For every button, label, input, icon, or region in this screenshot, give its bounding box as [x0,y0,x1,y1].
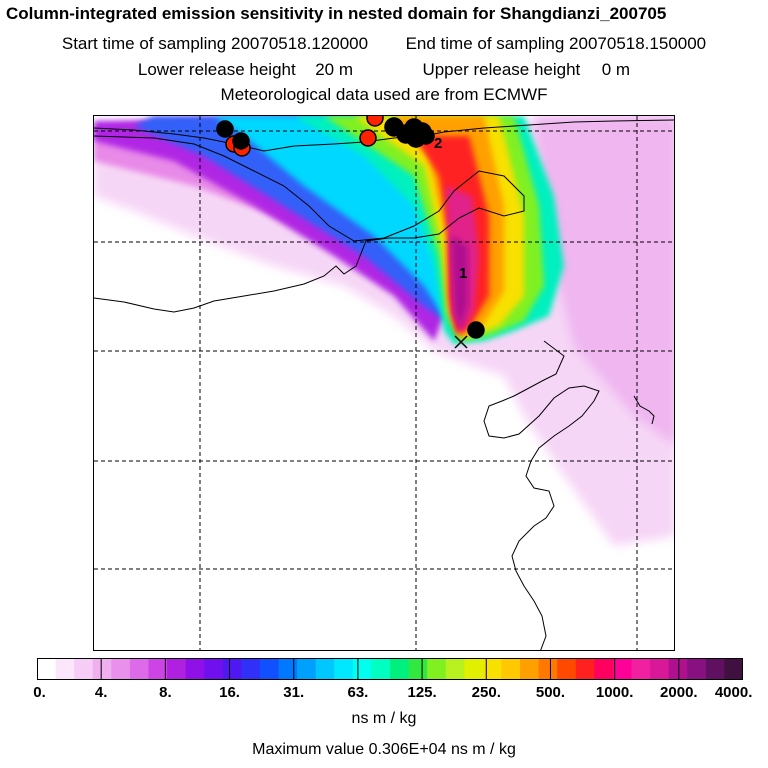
colorbar-cell [278,658,298,680]
colorbar-cell [37,658,57,680]
colorbar-cell [222,658,242,680]
black-marker [232,132,250,150]
black-marker [467,321,485,339]
colorbar-cell [705,658,726,680]
red-marker [366,116,384,127]
colorbar [37,658,743,680]
met-data-note: Meteorological data used are from ECMWF [220,85,548,104]
max-units: ns m / kg [450,741,516,758]
maximum-value: Maximum value 0.306E+04 ns m / kg [0,741,768,759]
colorbar-cell [111,658,131,680]
start-time-label: Start time of sampling [61,34,227,53]
lower-height-label: Lower release height [137,60,296,79]
release-site [454,335,468,349]
colorbar-tick-label: 500. [535,684,566,701]
colorbar-cell [631,658,651,680]
colorbar-cell [334,658,354,680]
start-time-value: 20070518.120000 [231,34,369,53]
colorbar-cell [167,658,187,680]
colorbar-cell [241,658,261,680]
colorbar-cell [650,658,670,680]
cluster-label-2: 2 [434,135,442,152]
colorbar-tick-label: 63. [347,684,369,701]
end-time-label: End time of sampling [405,34,565,53]
colorbar-units: ns m / kg [351,710,417,727]
colorbar-cell [501,658,521,680]
colorbar-cell [315,658,335,680]
colorbar-cell [371,658,391,680]
colorbar-cell [408,658,428,680]
colorbar-cell [427,658,447,680]
colorbar-cell [92,658,112,680]
lower-height-value: 20 m [315,60,353,79]
sensitivity-field [94,116,674,546]
colorbar-cell [129,658,150,680]
colorbar-cell [464,658,484,680]
colorbar-cell [259,658,280,680]
coastlines [94,119,674,650]
colorbar-tick-label: 250. [471,684,501,701]
colorbar-ticks [100,658,680,680]
colorbar-cell [352,658,373,680]
red-marker [359,129,377,147]
colorbar-tick-label: 4. [94,684,108,701]
colorbar-cell [520,658,540,680]
upper-height-label: Upper release height [422,60,581,79]
colorbar-tick-label: 125. [407,684,437,701]
colorbar-tick-label: 1000. [595,684,634,701]
colorbar-cell [74,658,94,680]
max-value: 0.306E+04 [368,741,447,758]
colorbar-cell [55,658,75,680]
colorbar-cell [185,658,205,680]
colorbar-cell [297,658,317,680]
colorbar-cell [612,658,633,680]
end-time-value: 20070518.150000 [569,34,707,53]
colorbar-cell [668,658,688,680]
colorbar-cell [204,658,224,680]
upper-height-value: 0 m [601,60,631,79]
black-marker [417,127,435,145]
sensitivity-map[interactable]: 1 2 [93,115,675,651]
map-canvas: 1 2 [94,116,674,650]
black-marker [216,120,234,138]
colorbar-tick-label: 16. [219,684,240,701]
colorbar-tick-label: 31. [283,684,305,701]
colorbar-tick-label: 8. [159,684,172,701]
sampling-times: Start time of sampling 20070518.120000 E… [0,34,768,54]
colorbar-cell [687,658,707,680]
colorbar-cell [594,658,614,680]
colorbar-tick-label: 0. [33,684,46,701]
map-gridlines [94,116,674,650]
max-label: Maximum value [252,741,365,758]
colorbar-cell [538,658,558,680]
colorbar-cell [390,658,410,680]
trajectory-markers [216,116,485,339]
colorbar-cell [148,658,168,680]
figure-title: Column-integrated emission sensitivity i… [6,4,667,23]
colorbar-cell [724,658,743,680]
colorbar-cell [482,658,503,680]
colorbar-cell [557,658,577,680]
colorbar-tick-label: 4000. [714,684,753,701]
colorbar-cell [445,658,465,680]
cluster-label-1: 1 [459,265,467,282]
colorbar-cells [37,658,743,680]
release-heights: Lower release height 20 m Upper release … [0,60,768,80]
colorbar-tick-label: 2000. [660,684,698,701]
colorbar-cell [575,658,595,680]
